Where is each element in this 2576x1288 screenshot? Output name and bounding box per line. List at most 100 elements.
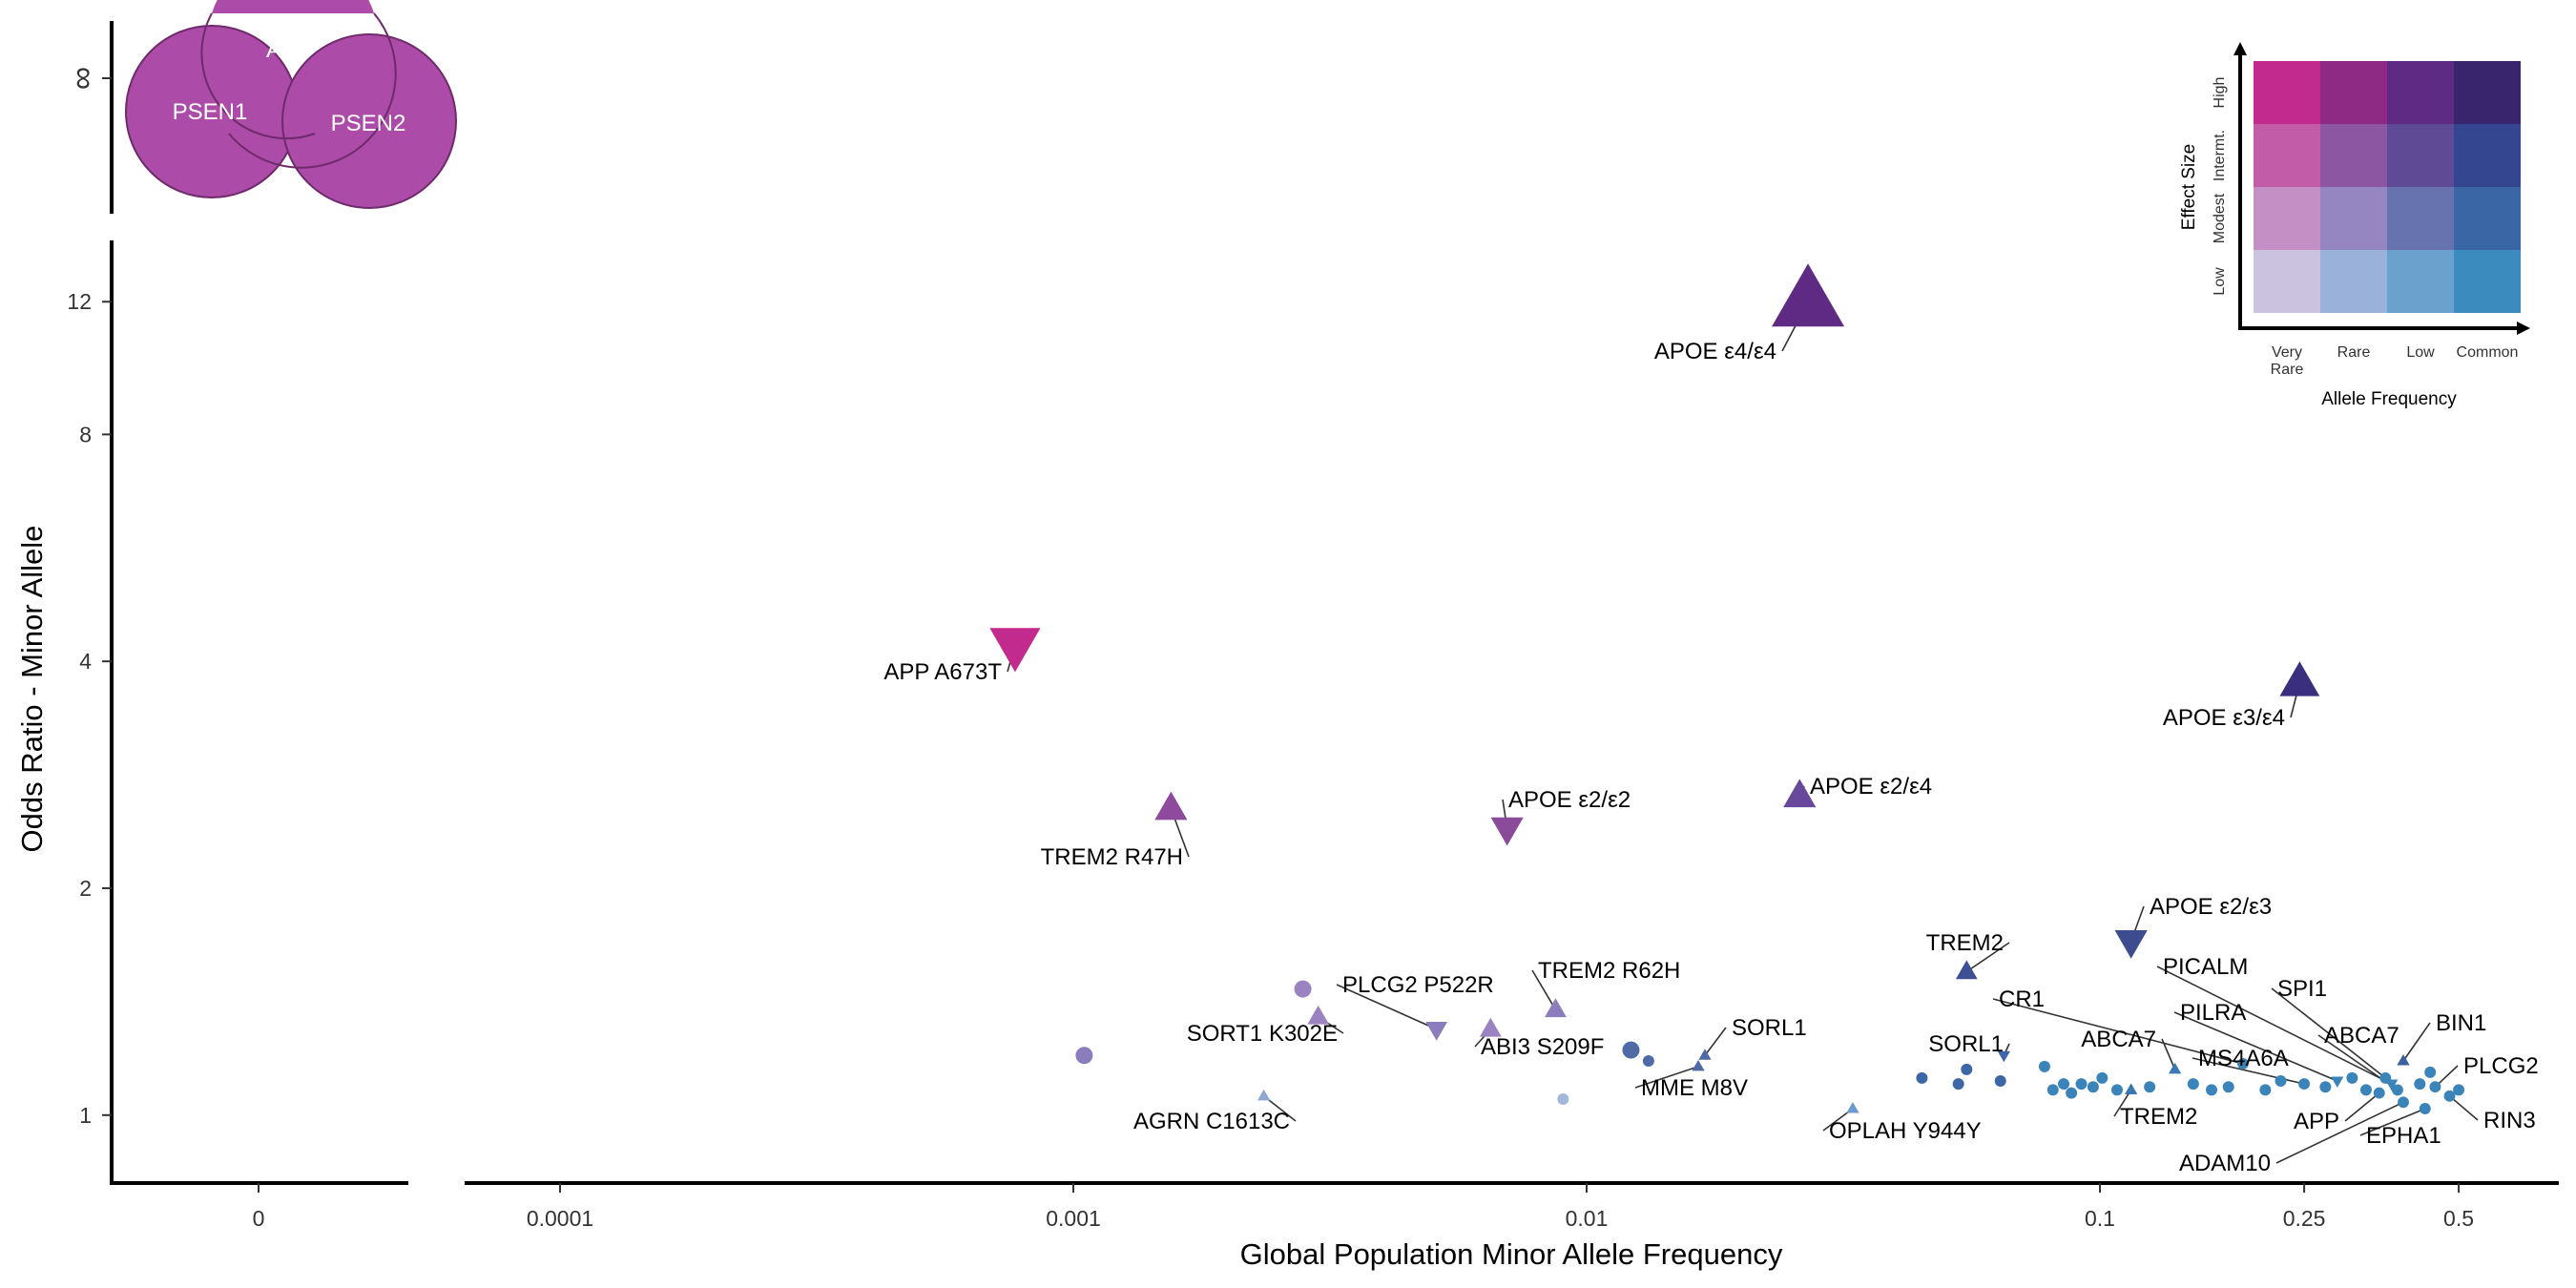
legend-cell [2454, 250, 2521, 313]
x-tick-label: 0.0001 [527, 1206, 593, 1231]
data-point [2237, 1057, 2249, 1070]
point-label: MME M8V [1641, 1075, 1748, 1101]
legend-cell [2320, 250, 2387, 313]
legend-y-level: High [2212, 77, 2228, 109]
point-label: ADAM10 [2179, 1151, 2271, 1176]
legend-cell [2387, 187, 2454, 250]
point-label: ABCA7 [2324, 1023, 2399, 1049]
data-point [2298, 1078, 2311, 1091]
legend-x-arrowhead [2517, 322, 2530, 335]
data-point [2206, 1084, 2218, 1096]
data-point [2058, 1078, 2070, 1091]
point-label: ABCA7 [2081, 1027, 2156, 1052]
data-point [2144, 1081, 2156, 1093]
point-label: APP A673T [883, 659, 1002, 685]
data-point [1916, 1071, 1928, 1084]
x-tick-label: 0.5 [2443, 1206, 2474, 1231]
point-label: APOE ε2/ε2 [1508, 787, 1631, 813]
x-tick-label: 0.25 [2283, 1206, 2326, 1231]
label-leader-line [1965, 942, 2010, 973]
y-axis-title: Odds Ratio - Minor Allele [15, 526, 49, 853]
data-point [2187, 1078, 2199, 1091]
label-leader-line [2161, 1038, 2176, 1070]
point-label: RIN3 [2483, 1108, 2536, 1133]
legend-x-level: Low [2406, 344, 2435, 361]
data-point [1425, 1021, 1448, 1041]
legend-x-level: Very Rare [2271, 344, 2304, 378]
data-point [2075, 1078, 2088, 1091]
data-point [2275, 1074, 2287, 1087]
point-label: AGRN C1613C [1133, 1109, 1290, 1134]
data-point [2038, 1060, 2050, 1072]
y-tick-label: 4 [79, 649, 92, 674]
label-leader-line [1531, 969, 1557, 1010]
legend-cell [2254, 124, 2320, 187]
data-point [1545, 998, 1567, 1018]
point-label: SORL1 [1732, 1015, 1807, 1041]
label-leader-line [2271, 987, 2386, 1079]
data-point [1642, 1055, 1654, 1068]
data-point [2419, 1103, 2431, 1114]
data-point [1692, 1059, 1705, 1071]
legend-x-title: Allele Frequency [2321, 389, 2457, 409]
point-label: ABI3 S209F [1481, 1034, 1604, 1060]
data-point [1154, 791, 1188, 821]
legend-cell [2320, 124, 2387, 187]
data-point [1075, 1047, 1093, 1065]
point-label: SPI1 [2277, 976, 2327, 1002]
data-point [1490, 817, 1524, 846]
label-leader-line [2173, 1011, 2338, 1082]
point-label: TREM2 R47H [1041, 844, 1183, 870]
label-leader-line [1704, 1027, 1727, 1056]
label-leader-line [2359, 1108, 2426, 1136]
venn-inner-arc [228, 12, 397, 169]
legend-y-level: Intermt. [2212, 130, 2228, 181]
point-label: PICALM [2163, 954, 2248, 980]
legend-cell [2454, 187, 2521, 250]
data-point [1997, 1050, 2010, 1063]
data-point [1961, 1063, 1973, 1075]
venn-inner-arc [200, 12, 316, 140]
point-label: EPHA1 [2366, 1123, 2441, 1149]
point-label: APOE ε3/ε4 [2163, 705, 2285, 731]
point-label: PLCG2 [2463, 1053, 2539, 1079]
data-point [1783, 779, 1817, 808]
point-label: SORT1 K302E [1187, 1021, 1338, 1047]
data-point [2066, 1087, 2078, 1099]
venn-label-psen2: PSEN2 [331, 111, 406, 136]
data-point [2359, 1084, 2372, 1096]
data-point [2222, 1081, 2234, 1093]
legend-cell [2387, 124, 2454, 187]
legend-x-level: Common [2457, 344, 2519, 361]
x-tick-label: 0.1 [2085, 1206, 2115, 1231]
point-label: BIN1 [2436, 1010, 2486, 1036]
point-label: OPLAH Y944Y [1829, 1118, 1982, 1144]
data-point [2046, 1084, 2059, 1096]
data-point [1557, 1093, 1569, 1106]
data-point [2346, 1071, 2358, 1084]
data-point [1698, 1049, 1712, 1060]
data-point [1294, 980, 1312, 998]
venn-label-psen1: PSEN1 [173, 99, 248, 125]
legend-x-level: Rare [2337, 344, 2371, 361]
data-point [1622, 1041, 1640, 1059]
bivariate-legend: Low Modest Intermt. High Effect Size Very Rare… [2179, 42, 2530, 409]
label-leader-line [2275, 1101, 2404, 1164]
data-point [2379, 1071, 2392, 1084]
legend-y-level: Modest [2212, 193, 2228, 243]
data-point [2443, 1090, 2456, 1102]
data-point [2319, 1081, 2332, 1093]
data-point [2110, 1084, 2123, 1096]
y-tick-label: 1 [79, 1103, 92, 1128]
legend-cell [2387, 250, 2454, 313]
data-point [2114, 930, 2148, 959]
point-labels: APOE ε4/ε4 APP A673T APOE ε3/ε4 TREM2 R47H A… [883, 339, 2538, 1176]
data-point [2331, 1076, 2344, 1088]
data-point [2168, 1062, 2182, 1074]
legend-cell [2254, 187, 2320, 250]
x-zero-tick-label: 0 [253, 1206, 265, 1231]
legend-cell [2254, 250, 2320, 313]
legend-cell [2320, 61, 2387, 124]
